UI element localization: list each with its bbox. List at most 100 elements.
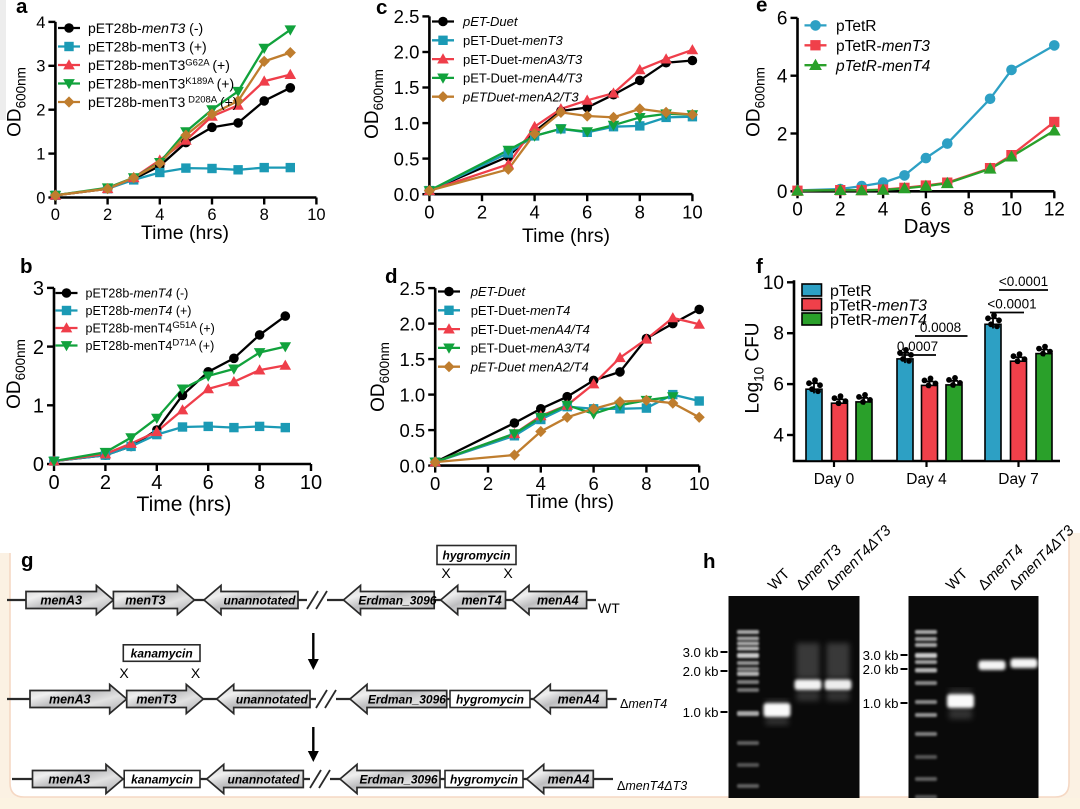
svg-text:6: 6	[582, 202, 592, 223]
svg-text:pTetR-menT3: pTetR-menT3	[836, 38, 930, 55]
svg-text:3: 3	[33, 278, 44, 300]
svg-text:1.0: 1.0	[399, 384, 425, 405]
svg-text:X: X	[441, 565, 451, 581]
svg-text:pTetR-menT4: pTetR-menT4	[835, 58, 931, 75]
svg-text:kanamycin: kanamycin	[131, 646, 193, 660]
svg-text:0.0: 0.0	[399, 455, 425, 476]
svg-text:6: 6	[203, 472, 214, 494]
svg-text:a: a	[16, 0, 28, 18]
svg-text:Time (hrs): Time (hrs)	[137, 493, 232, 516]
svg-text:4: 4	[529, 202, 539, 223]
svg-text:unannotated: unannotated	[228, 772, 301, 786]
svg-text:WT: WT	[598, 600, 620, 616]
svg-text:pET-Duet menA2/T4: pET-Duet menA2/T4	[470, 359, 589, 374]
svg-text:2.0: 2.0	[399, 313, 425, 334]
svg-text:menA4: menA4	[558, 692, 600, 706]
svg-text:4: 4	[536, 473, 546, 494]
svg-text:Day 7: Day 7	[998, 471, 1039, 488]
svg-text:pET28b-menT3 (+): pET28b-menT3 (+)	[88, 39, 207, 55]
svg-text:3.0 kb: 3.0 kb	[863, 648, 899, 663]
svg-text:menA4: menA4	[537, 593, 579, 607]
svg-text:6: 6	[588, 473, 598, 494]
svg-text:f: f	[756, 255, 763, 278]
svg-text:8: 8	[773, 324, 784, 345]
svg-text:12: 12	[1044, 199, 1065, 220]
svg-text:hygromycin: hygromycin	[456, 692, 524, 706]
svg-text:Erdman_3096: Erdman_3096	[368, 692, 446, 706]
svg-text:1.5: 1.5	[394, 77, 420, 98]
svg-text:10: 10	[1001, 199, 1022, 220]
svg-text:Erdman_3096: Erdman_3096	[359, 772, 437, 786]
svg-text:pET-Duet: pET-Duet	[462, 14, 519, 29]
svg-text:10: 10	[300, 472, 322, 494]
svg-text:6: 6	[777, 9, 788, 30]
svg-text:ΔmenT4: ΔmenT4	[620, 697, 667, 711]
svg-text:2.0 kb: 2.0 kb	[863, 662, 899, 677]
svg-text:X: X	[119, 665, 129, 681]
svg-text:menT4: menT4	[461, 593, 501, 607]
svg-text:8: 8	[260, 206, 269, 224]
svg-text:1.0 kb: 1.0 kb	[863, 696, 899, 711]
svg-text:3.0 kb: 3.0 kb	[683, 645, 719, 660]
svg-text:menA4: menA4	[548, 772, 590, 786]
svg-text:hygromycin: hygromycin	[442, 548, 510, 562]
svg-text:pTetR: pTetR	[830, 283, 872, 300]
svg-text:menT3: menT3	[136, 692, 176, 706]
svg-text:0: 0	[792, 199, 803, 220]
svg-text:Erdman_3096: Erdman_3096	[358, 593, 436, 607]
svg-text:6: 6	[921, 199, 932, 220]
svg-text:h: h	[703, 550, 716, 573]
svg-text:1: 1	[33, 396, 44, 418]
svg-text:1.5: 1.5	[399, 349, 425, 370]
svg-text:Time (hrs): Time (hrs)	[526, 491, 614, 513]
svg-text:pET-Duet-menT4: pET-Duet-menT4	[471, 303, 571, 318]
svg-text:pET28b-menT4 (-): pET28b-menT4 (-)	[86, 287, 189, 301]
svg-text:0: 0	[777, 182, 788, 203]
svg-text:0.0008: 0.0008	[920, 320, 961, 335]
svg-text:menT3: menT3	[125, 593, 165, 607]
svg-text:pET28b-menT4 (+): pET28b-menT4 (+)	[86, 304, 192, 318]
svg-text:b: b	[20, 255, 33, 278]
svg-text:2: 2	[483, 473, 493, 494]
svg-text:10: 10	[307, 206, 325, 224]
svg-text:Day 0: Day 0	[814, 471, 855, 488]
svg-text:10: 10	[682, 202, 703, 223]
svg-text:4: 4	[151, 472, 162, 494]
svg-text:8: 8	[963, 199, 974, 220]
svg-text:4: 4	[878, 199, 889, 220]
svg-text:X: X	[191, 665, 201, 681]
svg-text:0.5: 0.5	[394, 148, 420, 169]
svg-text:g: g	[21, 549, 34, 572]
svg-text:<0.0001: <0.0001	[987, 297, 1036, 312]
svg-text:pET28b-menT3 (-): pET28b-menT3 (-)	[88, 20, 203, 36]
svg-text:pTetR-menT3: pTetR-menT3	[830, 298, 927, 315]
svg-text:pET-Duet-menA3/T4: pET-Duet-menA3/T4	[471, 341, 590, 356]
svg-text:8: 8	[641, 473, 651, 494]
svg-text:0: 0	[424, 202, 434, 223]
svg-text:ΔmenT4ΔT3: ΔmenT4ΔT3	[617, 779, 687, 793]
svg-text:Day 4: Day 4	[906, 471, 947, 488]
svg-text:2: 2	[835, 199, 846, 220]
svg-text:pET-Duet-menT3: pET-Duet-menT3	[463, 33, 563, 48]
svg-text:0: 0	[36, 189, 45, 207]
svg-text:4: 4	[777, 67, 788, 88]
svg-text:c: c	[376, 0, 387, 19]
svg-text:menA3: menA3	[40, 593, 82, 607]
svg-text:2: 2	[33, 337, 44, 359]
svg-text:4: 4	[36, 14, 45, 32]
svg-text:1.0: 1.0	[394, 113, 420, 134]
svg-text:pET-Duet-menA3/T3: pET-Duet-menA3/T3	[463, 52, 583, 67]
svg-text:e: e	[756, 0, 767, 17]
svg-text:Time (hrs): Time (hrs)	[141, 222, 229, 244]
svg-text:0: 0	[430, 473, 440, 494]
svg-text:pTetR: pTetR	[836, 18, 877, 35]
svg-text:d: d	[385, 265, 398, 288]
svg-text:8: 8	[635, 202, 645, 223]
svg-text:kanamycin: kanamycin	[131, 772, 193, 786]
svg-text:pET-Duet: pET-Duet	[470, 284, 527, 299]
svg-text:pTetR-menT4: pTetR-menT4	[830, 312, 927, 329]
svg-text:0.0007: 0.0007	[897, 339, 938, 354]
svg-text:2: 2	[103, 206, 112, 224]
svg-text:1.0 kb: 1.0 kb	[683, 705, 719, 720]
svg-text:10: 10	[689, 473, 710, 494]
